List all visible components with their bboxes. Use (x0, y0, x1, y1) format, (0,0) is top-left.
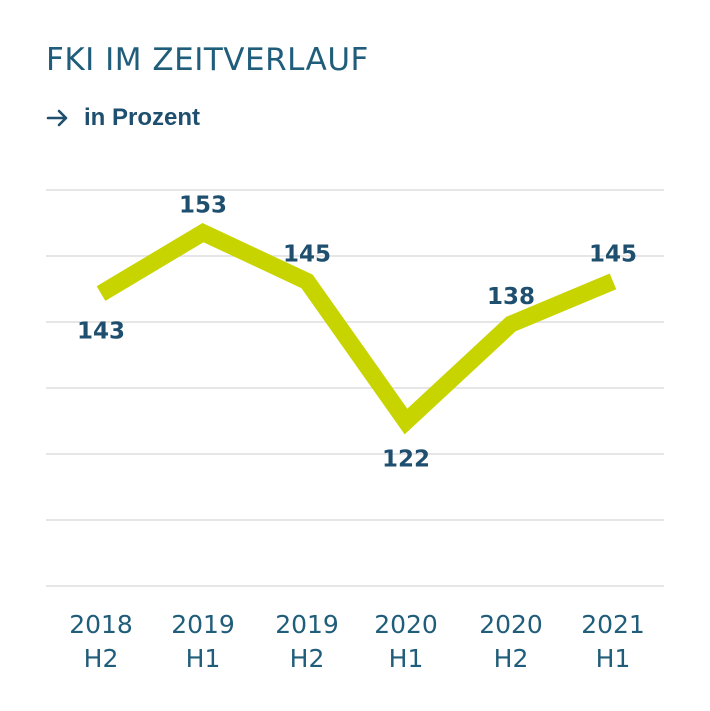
x-tick-label: H1 (596, 644, 631, 673)
data-label: 143 (77, 319, 125, 345)
series-line (96, 223, 617, 435)
data-label: 145 (283, 241, 331, 267)
gridlines (46, 189, 664, 587)
chart-subtitle: in Prozent (84, 104, 201, 131)
data-label: 122 (382, 447, 430, 473)
data-label: 145 (589, 241, 637, 267)
data-labels: 143 153 145 122 138 145 (77, 193, 637, 473)
arrow-right-icon (46, 109, 68, 127)
x-tick-label: 2019 (171, 610, 235, 639)
x-tick-label: 2020 (479, 610, 543, 639)
x-tick-label: H2 (494, 644, 529, 673)
x-tick-label: H2 (290, 644, 325, 673)
x-tick-label: H2 (84, 644, 119, 673)
series-line-layer (96, 223, 617, 435)
x-tick-label: 2019 (275, 610, 339, 639)
data-label: 153 (179, 193, 227, 219)
x-tick-label: 2018 (69, 610, 133, 639)
subtitle-row: in Prozent (46, 104, 200, 132)
x-tick-label: H1 (186, 644, 221, 673)
x-tick-label: 2020 (374, 610, 438, 639)
x-tick-label: 2021 (581, 610, 645, 639)
x-tick-label: H1 (389, 644, 424, 673)
chart-title: FKI IM ZEITVERLAUF (46, 42, 369, 78)
x-axis-tick-labels: 2018 H2 2019 H1 2019 H2 2020 H1 2020 H2 2021 H1 (69, 610, 645, 673)
data-label: 138 (487, 284, 535, 310)
